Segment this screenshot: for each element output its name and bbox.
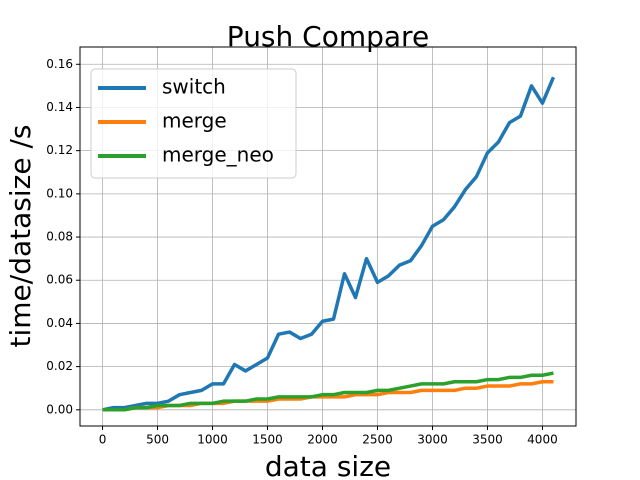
legend-box — [90, 68, 297, 179]
chart-title: Push Compare — [227, 20, 429, 53]
plot-frame — [79, 46, 577, 427]
legend-label: merge — [162, 109, 227, 133]
x-tick-label: 3000 — [417, 433, 448, 447]
y-tick-label: 0.04 — [46, 316, 73, 330]
legend-label: switch — [162, 75, 226, 99]
x-tick-label: 0 — [99, 433, 107, 447]
x-tick-label: 2000 — [307, 433, 338, 447]
x-tick-label: 1500 — [252, 433, 283, 447]
series-line — [102, 371, 554, 412]
y-tick-label: 0.12 — [46, 143, 73, 157]
y-tick-label: 0.16 — [46, 57, 73, 71]
y-tick-label: 0.02 — [46, 359, 73, 373]
x-axis-label: data size — [265, 450, 391, 480]
x-tick-label: 500 — [146, 433, 169, 447]
y-tick-label: 0.08 — [46, 230, 73, 244]
x-tick-label: 1000 — [197, 433, 228, 447]
x-tick-label: 3500 — [472, 433, 503, 447]
y-tick-label: 0.06 — [46, 273, 73, 287]
x-tick-label: 2500 — [362, 433, 393, 447]
y-axis-label: time/datasize /s — [4, 125, 37, 348]
y-tick-label: 0.00 — [46, 402, 73, 416]
y-tick-label: 0.10 — [46, 186, 73, 200]
y-tick-label: 0.14 — [46, 100, 73, 114]
series-line — [102, 76, 556, 412]
legend-label: merge_neo — [162, 143, 274, 167]
x-tick-label: 4000 — [527, 433, 558, 447]
